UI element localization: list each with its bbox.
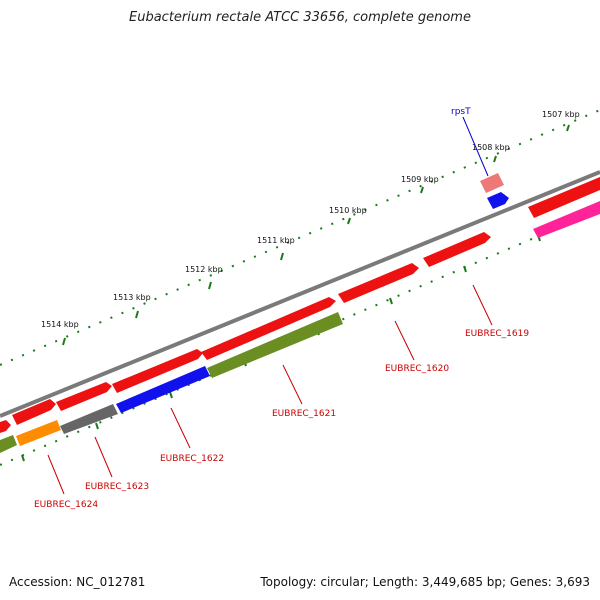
kbp-label-1513: 1513 kbp <box>113 293 151 302</box>
gene-label-EUBREC_1619: EUBREC_1619 <box>465 329 529 339</box>
kbp-label-1514: 1514 kbp <box>41 320 79 329</box>
tick-1507 <box>566 124 570 132</box>
label-leaders <box>47 116 493 495</box>
kbp-labels: 1507 kbp 1508 kbp 1509 kbp 1510 kbp 1511… <box>41 110 580 329</box>
gene-label-EUBREC_1622: EUBREC_1622 <box>160 454 224 464</box>
gene-rpsT-shadow[interactable] <box>480 173 504 193</box>
tick-1512 <box>208 281 212 290</box>
inner-tick <box>389 297 393 305</box>
leader-1620 <box>394 320 415 361</box>
gene-EUBREC_1621-forward[interactable] <box>201 297 336 360</box>
leader-1619 <box>472 284 493 326</box>
gene-EUBREC_1622[interactable] <box>116 366 210 413</box>
accession-text: Accession: NC_012781 <box>9 575 146 589</box>
map-title: Eubacterium rectale ATCC 33656, complete… <box>129 10 471 25</box>
kbp-label-1511: 1511 kbp <box>257 236 295 245</box>
gene-labels: rpsT EUBREC_1619 EUBREC_1620 EUBREC_1621… <box>34 107 529 510</box>
leader-1624 <box>47 454 65 495</box>
kbp-label-1507: 1507 kbp <box>542 110 580 119</box>
gene-label-EUBREC_1621: EUBREC_1621 <box>272 409 336 419</box>
gene-rpsT[interactable] <box>487 192 509 209</box>
kbp-label-1510: 1510 kbp <box>329 206 367 215</box>
genome-summary-text: Topology: circular; Length: 3,449,685 bp… <box>260 575 590 589</box>
tick-1508 <box>493 155 497 163</box>
gene-olive-left[interactable] <box>0 435 17 453</box>
gene-left-edge[interactable] <box>0 420 11 433</box>
gene-EUBREC_1624[interactable] <box>16 420 61 446</box>
gene-forward-top-right[interactable] <box>528 177 600 218</box>
tick-1514 <box>62 337 66 346</box>
leader-1622 <box>170 407 191 449</box>
leader-1621 <box>282 364 303 405</box>
gene-EUBREC_1621[interactable] <box>207 312 343 378</box>
inner-tick <box>463 265 467 273</box>
inner-tick <box>95 422 99 430</box>
kbp-label-1509: 1509 kbp <box>401 175 439 184</box>
gene-magenta[interactable] <box>533 201 600 238</box>
outer-major-ticks <box>62 124 570 346</box>
genome-backbone <box>0 170 600 418</box>
gene-EUBREC_1623[interactable] <box>60 404 118 434</box>
reverse-strand-genes <box>0 312 343 453</box>
tick-1511 <box>280 252 284 261</box>
gene-EUBREC_1624-forward[interactable] <box>12 399 56 425</box>
leader-rpsT <box>462 116 489 177</box>
gene-label-EUBREC_1624: EUBREC_1624 <box>34 500 98 510</box>
gene-EUBREC_1619[interactable] <box>423 232 491 267</box>
gene-label-EUBREC_1623: EUBREC_1623 <box>85 482 149 492</box>
gene-label-rpsT: rpsT <box>451 107 471 117</box>
gene-EUBREC_1620[interactable] <box>338 263 419 303</box>
inner-tick <box>21 454 25 462</box>
kbp-label-1512: 1512 kbp <box>185 265 223 274</box>
tick-1513 <box>135 310 139 319</box>
gene-label-EUBREC_1620: EUBREC_1620 <box>385 364 449 374</box>
leader-1623 <box>94 436 113 478</box>
gene-EUBREC_1623-forward[interactable] <box>56 382 112 411</box>
gene-EUBREC_1622-forward[interactable] <box>112 349 203 393</box>
kbp-label-1508: 1508 kbp <box>472 143 510 152</box>
tick-1509 <box>420 186 424 194</box>
forward-strand-genes <box>0 173 600 433</box>
tick-1510 <box>347 217 351 225</box>
inner-tick <box>169 391 173 399</box>
outer-dotted-ruler <box>0 109 600 366</box>
